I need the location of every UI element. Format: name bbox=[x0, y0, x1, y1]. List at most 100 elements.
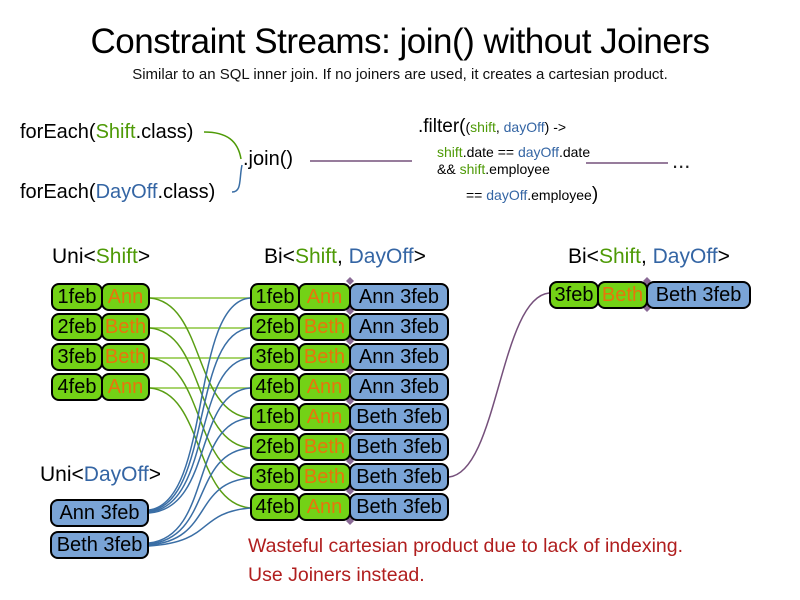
result-employee-cell: Beth bbox=[597, 281, 648, 309]
header-text: Bi< bbox=[264, 245, 295, 268]
dayoff-var-token: dayOff bbox=[503, 119, 545, 135]
shift-date-cell: 2feb bbox=[51, 313, 103, 341]
dayoff-var-token: dayOff bbox=[517, 144, 559, 160]
shift-row-4: 4feb Ann bbox=[51, 373, 150, 401]
join-line-beth-row6 bbox=[148, 447, 251, 545]
brace-dayoff-to-join bbox=[231, 164, 243, 193]
dayoff-class-token: DayOff bbox=[95, 181, 158, 203]
code-text: .date bbox=[558, 144, 591, 160]
code-join: .join() bbox=[243, 148, 294, 170]
bi-employee-cell: Ann bbox=[298, 373, 351, 401]
shift-var-token: shift bbox=[459, 161, 486, 177]
uni-dayoff-header: Uni<DayOff> bbox=[40, 463, 161, 487]
header-text: > bbox=[137, 245, 151, 268]
bi-date-cell: 3feb bbox=[250, 343, 300, 371]
bi-employee-cell: Ann bbox=[298, 283, 351, 311]
dayoff-join-lines bbox=[148, 297, 251, 547]
filter-result-line bbox=[448, 292, 550, 478]
code-text: ( bbox=[465, 119, 471, 135]
header-text: , bbox=[640, 245, 653, 268]
shift-date-cell: 1feb bbox=[51, 283, 103, 311]
bi-date-cell: 2feb bbox=[250, 313, 300, 341]
bi-employee-cell: Beth bbox=[298, 463, 351, 491]
bi-dayoff-cell: Beth 3feb bbox=[349, 463, 449, 491]
bi-employee-cell: Ann bbox=[298, 403, 351, 431]
bi-date-cell: 3feb bbox=[250, 463, 300, 491]
join-line-ann-row4 bbox=[148, 387, 251, 514]
dayoff-cell: Ann 3feb bbox=[50, 499, 149, 527]
shift-employee-cell: Beth bbox=[101, 343, 150, 371]
code-filter-line2: shift.date == dayOff.date bbox=[437, 144, 590, 160]
join-line-shift3-row7 bbox=[149, 357, 251, 479]
shift-cross-join-lines bbox=[149, 297, 251, 509]
bi-employee-cell: Beth bbox=[298, 433, 351, 461]
join-line-beth-row7 bbox=[148, 477, 251, 546]
result-dayoff-cell: Beth 3feb bbox=[646, 281, 751, 309]
join-line-shift2-row6 bbox=[149, 327, 251, 449]
bi-date-cell: 4feb bbox=[250, 493, 300, 521]
close-paren-token: ) bbox=[591, 184, 599, 205]
shift-type-token: Shift bbox=[95, 245, 138, 268]
bi-dayoff-cell: Beth 3feb bbox=[349, 403, 449, 431]
bi-employee-cell: Ann bbox=[298, 493, 351, 521]
uni-shift-header: Uni<Shift> bbox=[52, 245, 150, 269]
join-line-shift1-row5 bbox=[149, 297, 251, 419]
code-text: ) -> bbox=[544, 119, 567, 135]
code-text: .class) bbox=[135, 121, 194, 143]
shift-type-token: Shift bbox=[598, 245, 641, 268]
brace-dayoff-line bbox=[231, 164, 243, 193]
code-text: .employee bbox=[485, 161, 550, 177]
bi-employee-cell: Beth bbox=[298, 313, 351, 341]
shift-date-cell: 4feb bbox=[51, 373, 103, 401]
page-title: Constraint Streams: join() without Joine… bbox=[90, 22, 710, 61]
shift-row-1: 1feb Ann bbox=[51, 283, 150, 311]
bi-date-cell: 4feb bbox=[250, 373, 300, 401]
brace-shift-to-join bbox=[203, 131, 242, 160]
code-filter-line4: == dayOff.employee) bbox=[466, 184, 598, 206]
header-text: > bbox=[148, 463, 162, 486]
shift-date-cell: 3feb bbox=[51, 343, 103, 371]
header-text: > bbox=[413, 245, 426, 268]
dayoff-var-token: dayOff bbox=[486, 187, 528, 203]
dayoff-type-token: DayOff bbox=[652, 245, 718, 268]
join-line-ann-row1 bbox=[148, 297, 251, 511]
bi-date-cell: 2feb bbox=[250, 433, 300, 461]
shift-var-token: shift bbox=[437, 144, 463, 160]
shift-var-token: shift bbox=[470, 119, 496, 135]
bi-row-5: 1feb Ann Beth 3feb bbox=[250, 403, 449, 431]
header-text: > bbox=[717, 245, 730, 268]
warning-line-1: Wasteful cartesian product due to lack o… bbox=[248, 535, 684, 557]
code-text: , bbox=[495, 119, 504, 135]
code-text: forEach( bbox=[20, 181, 96, 203]
shift-direct-join-lines bbox=[150, 297, 250, 389]
shift-class-token: Shift bbox=[95, 121, 136, 143]
page-subtitle: Similar to an SQL inner join. If no join… bbox=[132, 66, 668, 83]
bi-row-8: 4feb Ann Beth 3feb bbox=[250, 493, 449, 521]
header-text: Bi< bbox=[568, 245, 599, 268]
brace-shift-line bbox=[203, 131, 242, 160]
join-line-ann-row2 bbox=[148, 327, 251, 512]
bi-join-header: Bi<Shift, DayOff> bbox=[264, 245, 426, 269]
join-line-shift4-row8 bbox=[149, 387, 251, 509]
bi-dayoff-cell: Ann 3feb bbox=[349, 313, 449, 341]
result-row-1: 3feb Beth Beth 3feb bbox=[549, 281, 751, 309]
bi-employee-cell: Beth bbox=[298, 343, 351, 371]
join-line-beth-row5 bbox=[148, 417, 251, 544]
code-ellipsis: ... bbox=[672, 148, 691, 173]
shift-row-3: 3feb Beth bbox=[51, 343, 150, 371]
dayoff-type-token: DayOff bbox=[348, 245, 414, 268]
shift-type-token: Shift bbox=[294, 245, 337, 268]
header-text: Uni< bbox=[40, 463, 84, 486]
bi-dayoff-cell: Ann 3feb bbox=[349, 373, 449, 401]
join-line-ann-row3 bbox=[148, 357, 251, 513]
bi-dayoff-cell: Beth 3feb bbox=[349, 493, 449, 521]
bi-dayoff-cell: Ann 3feb bbox=[349, 283, 449, 311]
code-foreach-dayoff: forEach(DayOff.class) bbox=[20, 181, 215, 204]
bi-date-cell: 1feb bbox=[250, 403, 300, 431]
bi-row-2: 2feb Beth Ann 3feb bbox=[250, 313, 449, 341]
code-text: .date == bbox=[462, 144, 518, 160]
bi-row-7: 3feb Beth Beth 3feb bbox=[250, 463, 449, 491]
dayoff-type-token: DayOff bbox=[83, 463, 149, 486]
warning-line-2: Use Joiners instead. bbox=[248, 564, 425, 586]
